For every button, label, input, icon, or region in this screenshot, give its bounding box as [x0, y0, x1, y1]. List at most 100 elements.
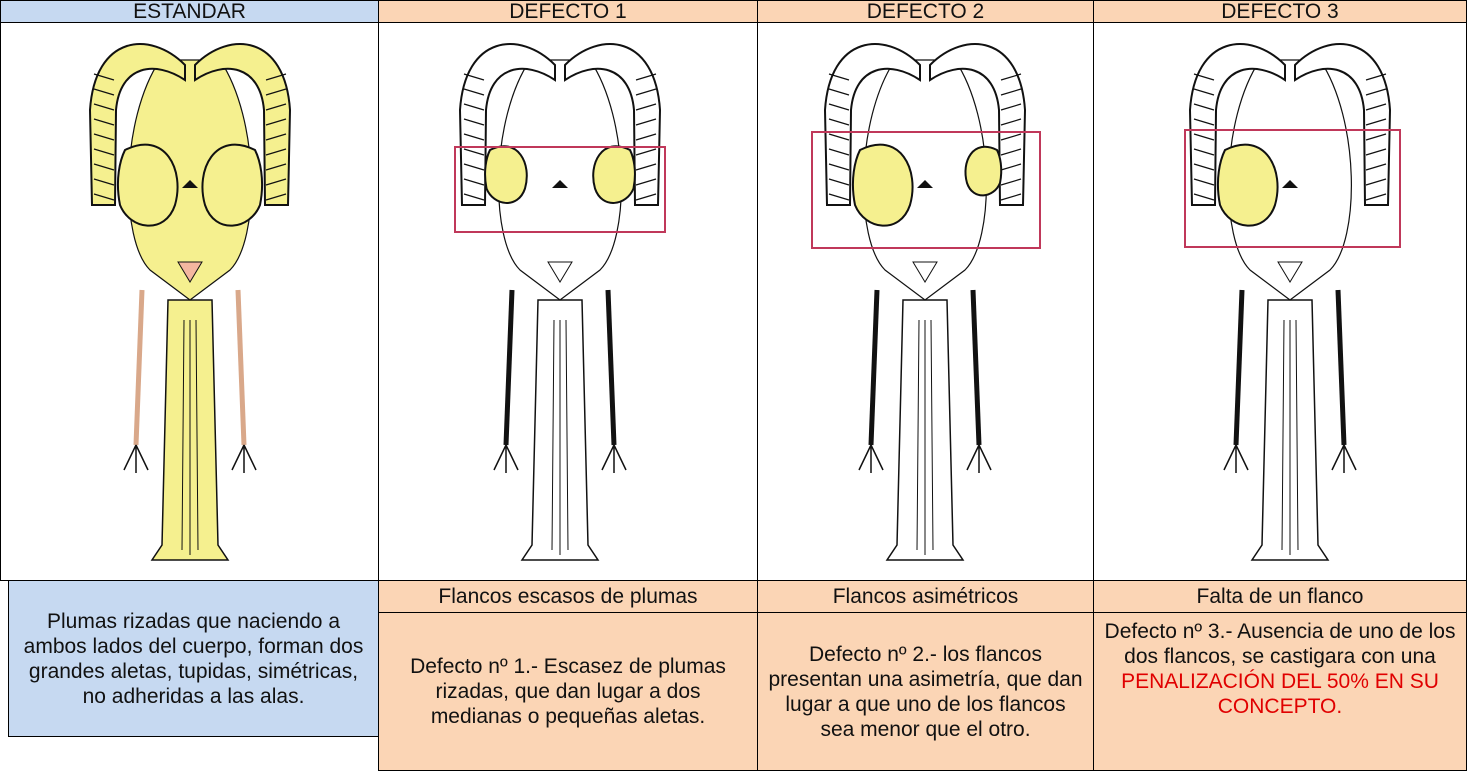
description-cell: Defecto nº 1.- Escasez de plumas rizadas… [378, 612, 758, 771]
leg [605, 289, 617, 446]
wing-stripe [1193, 88, 1215, 96]
wing-stripe [1193, 193, 1215, 201]
wing-stripe [463, 148, 485, 156]
flank [851, 143, 914, 227]
wing-stripe [635, 148, 657, 156]
wing-stripe [1000, 73, 1022, 81]
wing-stripe [93, 148, 115, 156]
flank [1216, 143, 1279, 227]
wing-stripe [828, 133, 850, 141]
wing-stripe [265, 103, 287, 111]
wing-stripe [1365, 193, 1387, 201]
wing-stripe [828, 88, 850, 96]
wing-stripe [635, 178, 657, 186]
wing-stripe [463, 88, 485, 96]
flank [116, 143, 179, 227]
wing-stripe [463, 193, 485, 201]
highlight-box [1184, 129, 1401, 248]
mark [917, 180, 933, 188]
mark [182, 180, 198, 188]
foot [858, 444, 884, 473]
leg [1233, 289, 1245, 446]
wing-stripe [1193, 73, 1215, 81]
wing-stripe [265, 163, 287, 171]
wing-stripe [1193, 118, 1215, 126]
wing-stripe [828, 103, 850, 111]
wing-stripe [1365, 163, 1387, 171]
wing-stripe [635, 163, 657, 171]
leg [235, 289, 247, 446]
beak [177, 261, 203, 283]
mark [552, 180, 568, 188]
foot [1331, 444, 1357, 473]
wing-stripe [828, 73, 850, 81]
wing-stripe [828, 193, 850, 201]
flank [592, 145, 636, 204]
flank [964, 145, 1003, 197]
wing-stripe [635, 103, 657, 111]
wing-stripe [635, 118, 657, 126]
wing-stripe [463, 133, 485, 141]
foot [966, 444, 992, 473]
wing-stripe [1000, 88, 1022, 96]
wing [1294, 43, 1392, 206]
highlight-box [811, 131, 1041, 249]
wing-stripe [463, 163, 485, 171]
wing-stripe [1000, 148, 1022, 156]
wing-stripe [265, 133, 287, 141]
wing-stripe [265, 193, 287, 201]
foot [123, 444, 149, 473]
wing-stripe [1365, 148, 1387, 156]
description-cell: Plumas rizadas que naciendo a ambos lado… [8, 580, 379, 737]
wing-stripe [1365, 133, 1387, 141]
wing-stripe [1365, 178, 1387, 186]
wing-stripe [1365, 88, 1387, 96]
wing-stripe [93, 193, 115, 201]
wing-stripe [463, 178, 485, 186]
bird-drawing [454, 43, 666, 561]
leg [503, 289, 515, 446]
wing-stripe [265, 73, 287, 81]
wing [823, 43, 921, 206]
wing-stripe [1000, 163, 1022, 171]
wing-stripe [635, 88, 657, 96]
wing-stripe [1365, 118, 1387, 126]
header-cell: DEFECTO 1 [378, 0, 758, 23]
wing-stripe [1000, 178, 1022, 186]
beak [1277, 261, 1303, 283]
wing-stripe [1193, 103, 1215, 111]
wing-stripe [265, 118, 287, 126]
wing-stripe [635, 73, 657, 81]
wing-stripe [1365, 103, 1387, 111]
wing-stripe [93, 163, 115, 171]
wing-stripe [635, 133, 657, 141]
wing-stripe [265, 148, 287, 156]
wing-stripe [463, 73, 485, 81]
leg [970, 289, 982, 446]
mark [1282, 180, 1298, 188]
wing-stripe [1193, 133, 1215, 141]
wing-stripe [93, 103, 115, 111]
wing-stripe [93, 178, 115, 186]
wing-stripe [1000, 193, 1022, 201]
wing-stripe [1000, 118, 1022, 126]
foot [231, 444, 257, 473]
foot [493, 444, 519, 473]
foot [601, 444, 627, 473]
description-cell: Defecto nº 2.- los flancos presentan una… [757, 612, 1094, 771]
tail-line [1281, 319, 1299, 555]
leg [1335, 289, 1347, 446]
wing [458, 43, 556, 206]
wing-stripe [828, 163, 850, 171]
highlight-box [454, 146, 666, 233]
wing-stripe [828, 178, 850, 186]
wing-stripe [828, 148, 850, 156]
wing-stripe [93, 88, 115, 96]
bird-drawing [811, 43, 1041, 561]
wing [88, 43, 186, 206]
leg [133, 289, 145, 446]
wing-stripe [93, 133, 115, 141]
description-cell: Defecto nº 3.- Ausencia de uno de los do… [1093, 612, 1467, 771]
